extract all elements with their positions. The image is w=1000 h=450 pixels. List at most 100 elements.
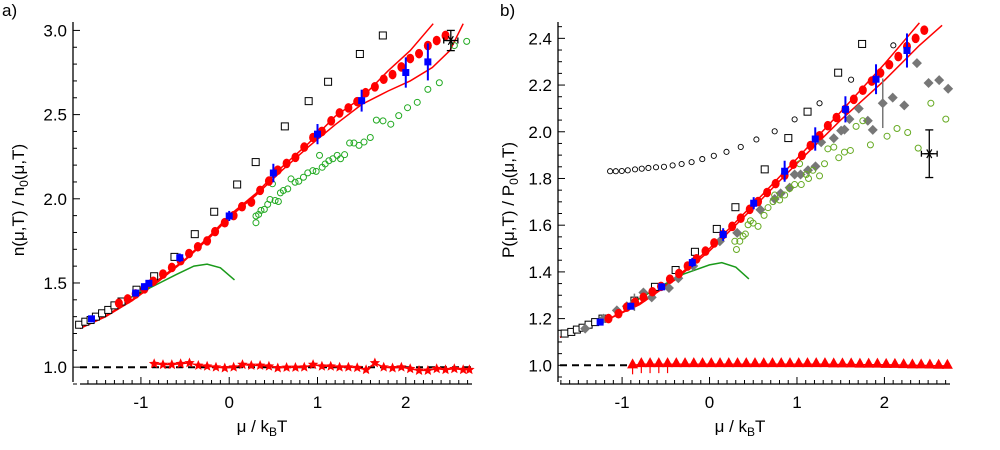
gray-diamond-point [795,169,806,180]
filled-circle-point [123,294,132,304]
y-tick-label: 2.0 [43,190,67,209]
open-square-point [251,158,260,167]
open-circle-point [942,115,950,123]
open-circle-point [744,221,752,229]
filled-circle-point [911,33,920,44]
x-tick-label: 2 [880,393,889,412]
gray-diamond-point [828,133,839,144]
gray-diamond-point [943,83,954,94]
small-open-circle-point [737,143,744,150]
gray-diamond-point [775,188,786,199]
red-triangle-point [732,357,744,368]
small-open-circle-point [624,167,631,174]
red-star-point [246,360,257,370]
model-band-line [559,24,943,339]
open-circle-point [274,197,282,205]
open-circle-point [846,146,854,154]
red-triangle-point [898,358,910,369]
open-circle-point [739,232,747,240]
x-tick-label: -1 [615,393,630,412]
open-square-point [712,224,721,233]
blue-square-point [225,212,233,220]
red-triangle-point [906,358,918,369]
open-square-point [858,39,867,48]
red-triangle-point [880,357,892,368]
open-circle-point [732,245,740,253]
open-circle-point [835,154,843,162]
open-circle-point [791,181,799,189]
blue-square-point [176,254,184,262]
small-open-circle-point [660,163,668,170]
small-open-circle-point [652,164,660,171]
blue-square-point [424,58,432,66]
gray-diamond-point [867,124,878,135]
red-triangle-point [653,357,665,368]
y-tick-label: 1.8 [528,169,552,188]
small-open-circle-point [848,76,855,83]
red-triangle-point [810,357,822,368]
open-square-point [104,305,113,314]
red-triangle-point [688,357,700,368]
filled-circle-point [291,152,300,163]
filled-circle-point [114,298,123,308]
open-circle-point [893,124,901,132]
open-circle-point [736,237,744,245]
open-square-point [560,329,569,338]
model-band-line [559,22,920,339]
filled-circle-point [849,94,858,105]
red-star-point [449,363,460,374]
filled-circle-point [789,159,798,170]
red-triangle-point [871,357,883,368]
small-open-circle-point [669,162,676,169]
small-open-circle-point [816,100,823,107]
x-tick-label: 2 [401,393,410,412]
filled-circle-point [158,269,167,279]
red-star-point [396,361,407,372]
small-open-circle-point [771,128,778,135]
filled-circle-point [282,158,291,169]
open-circle-point [387,120,395,128]
open-circle-point [731,237,739,245]
panel-a-y-axis-title: n(μ,T) / n0(μ,T) [9,144,31,256]
blue-square-point [140,283,148,291]
gray-diamond-point [789,169,800,180]
filled-circle-point [832,112,841,123]
red-star-point [272,362,283,373]
small-open-circle-point [631,166,639,173]
red-star-point [431,363,442,374]
small-open-circle-point [791,116,798,123]
filled-circle-point [648,286,657,297]
y-tick-label: 1.4 [528,263,552,282]
open-circle-point [372,116,380,124]
filled-circle-point [665,274,674,284]
blue-square-point [811,135,819,143]
gray-diamond-point [853,103,864,114]
red-star-point [175,358,186,369]
blue-square-point [269,169,277,177]
red-star-point [148,358,160,369]
y-tick-label: 3.0 [43,21,67,40]
model-band-line [79,23,434,330]
open-square-point [190,230,199,239]
red-triangle-point [749,357,761,368]
red-star-point [405,363,416,374]
red-triangle-point [854,357,866,368]
red-triangle-point [836,357,848,368]
open-circle-point [816,172,824,180]
blue-square-point [719,231,727,239]
open-circle-point [325,157,333,165]
open-circle-point [866,141,874,149]
open-square-point [233,180,242,189]
open-circle-point [749,219,757,227]
red-triangle-point [924,358,936,369]
filled-circle-point [701,246,710,256]
red-triangle-point [801,357,813,368]
panel-a-plot: -1 0 1 2 1.0 1.5 2.0 2.5 3.0 [43,21,475,412]
gray-diamond-point [934,75,945,86]
filled-circle-point [604,313,613,324]
red-triangle-point [766,357,778,368]
open-circle-point [809,166,817,174]
x-tick-label: 1 [792,393,801,412]
open-circle-point [786,185,794,193]
